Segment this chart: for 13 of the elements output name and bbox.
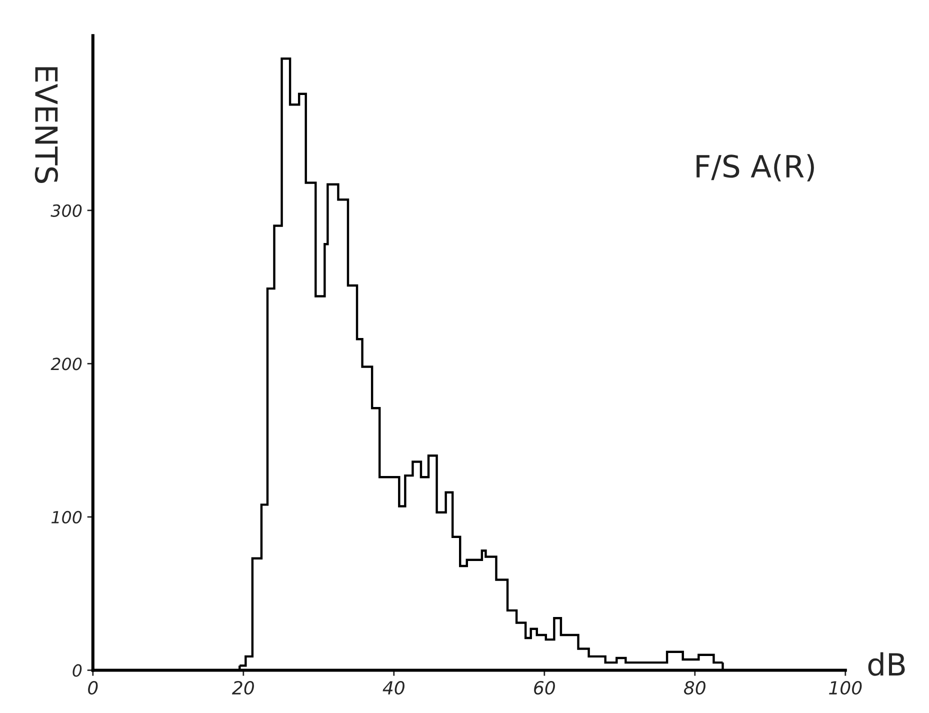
x-tick-label: 20: [232, 680, 254, 695]
x-tick-label: 100: [829, 680, 862, 695]
annotation: F/S A(R): [696, 154, 814, 182]
y-tick-label: 200: [50, 358, 82, 370]
x-axis-title: dB: [868, 652, 905, 676]
y-tick-label: 300: [50, 204, 82, 217]
x-tick-label: 0: [88, 680, 98, 695]
x-tick-label: 40: [382, 680, 404, 695]
y-tick-label: 0: [72, 664, 82, 677]
x-tick-label: 60: [534, 680, 555, 695]
y-tick-label: 100: [51, 510, 82, 524]
x-tick-label: 80: [684, 680, 706, 695]
y-axis-title: EVENTS: [34, 67, 58, 183]
